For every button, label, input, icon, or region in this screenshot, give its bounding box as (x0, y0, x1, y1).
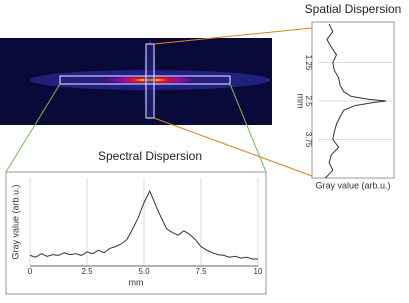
x-axis-label: mm (296, 94, 306, 109)
spectral-frame (5, 171, 267, 295)
connectors (5, 27, 313, 177)
x-tick-label: 5.0 (138, 267, 150, 276)
profile-line (29, 190, 258, 260)
spectral-image (0, 38, 272, 125)
x-tick-label: 0 (28, 267, 33, 276)
chart-title: Spatial Dispersion (305, 2, 402, 16)
y-axis-label: Gray value (arb.u.) (10, 184, 20, 259)
x-tick-label: 2.5 (81, 267, 93, 276)
x-tick-label: 10 (254, 267, 263, 276)
x-tick-label: 3.75 (304, 132, 313, 148)
spatial-frame (311, 21, 395, 179)
chart-title: Spectral Dispersion (98, 149, 202, 163)
y-axis-label: Gray value (arb.u.) (315, 180, 390, 190)
x-tick-label: 2.5 (304, 95, 313, 107)
x-axis-label: mm (129, 277, 144, 287)
x-tick-label: 1.25 (304, 55, 313, 71)
x-tick-label: 7.5 (195, 267, 207, 276)
profile-line (325, 23, 387, 179)
